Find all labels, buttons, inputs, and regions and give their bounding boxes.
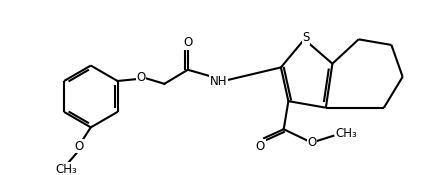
Text: S: S [303,31,310,44]
Text: CH₃: CH₃ [336,127,357,140]
Text: NH: NH [210,75,228,88]
Text: O: O [74,140,83,153]
Text: O: O [183,36,192,49]
Text: O: O [307,136,317,149]
Text: O: O [136,71,146,84]
Text: O: O [256,140,265,153]
Text: CH₃: CH₃ [56,163,77,175]
